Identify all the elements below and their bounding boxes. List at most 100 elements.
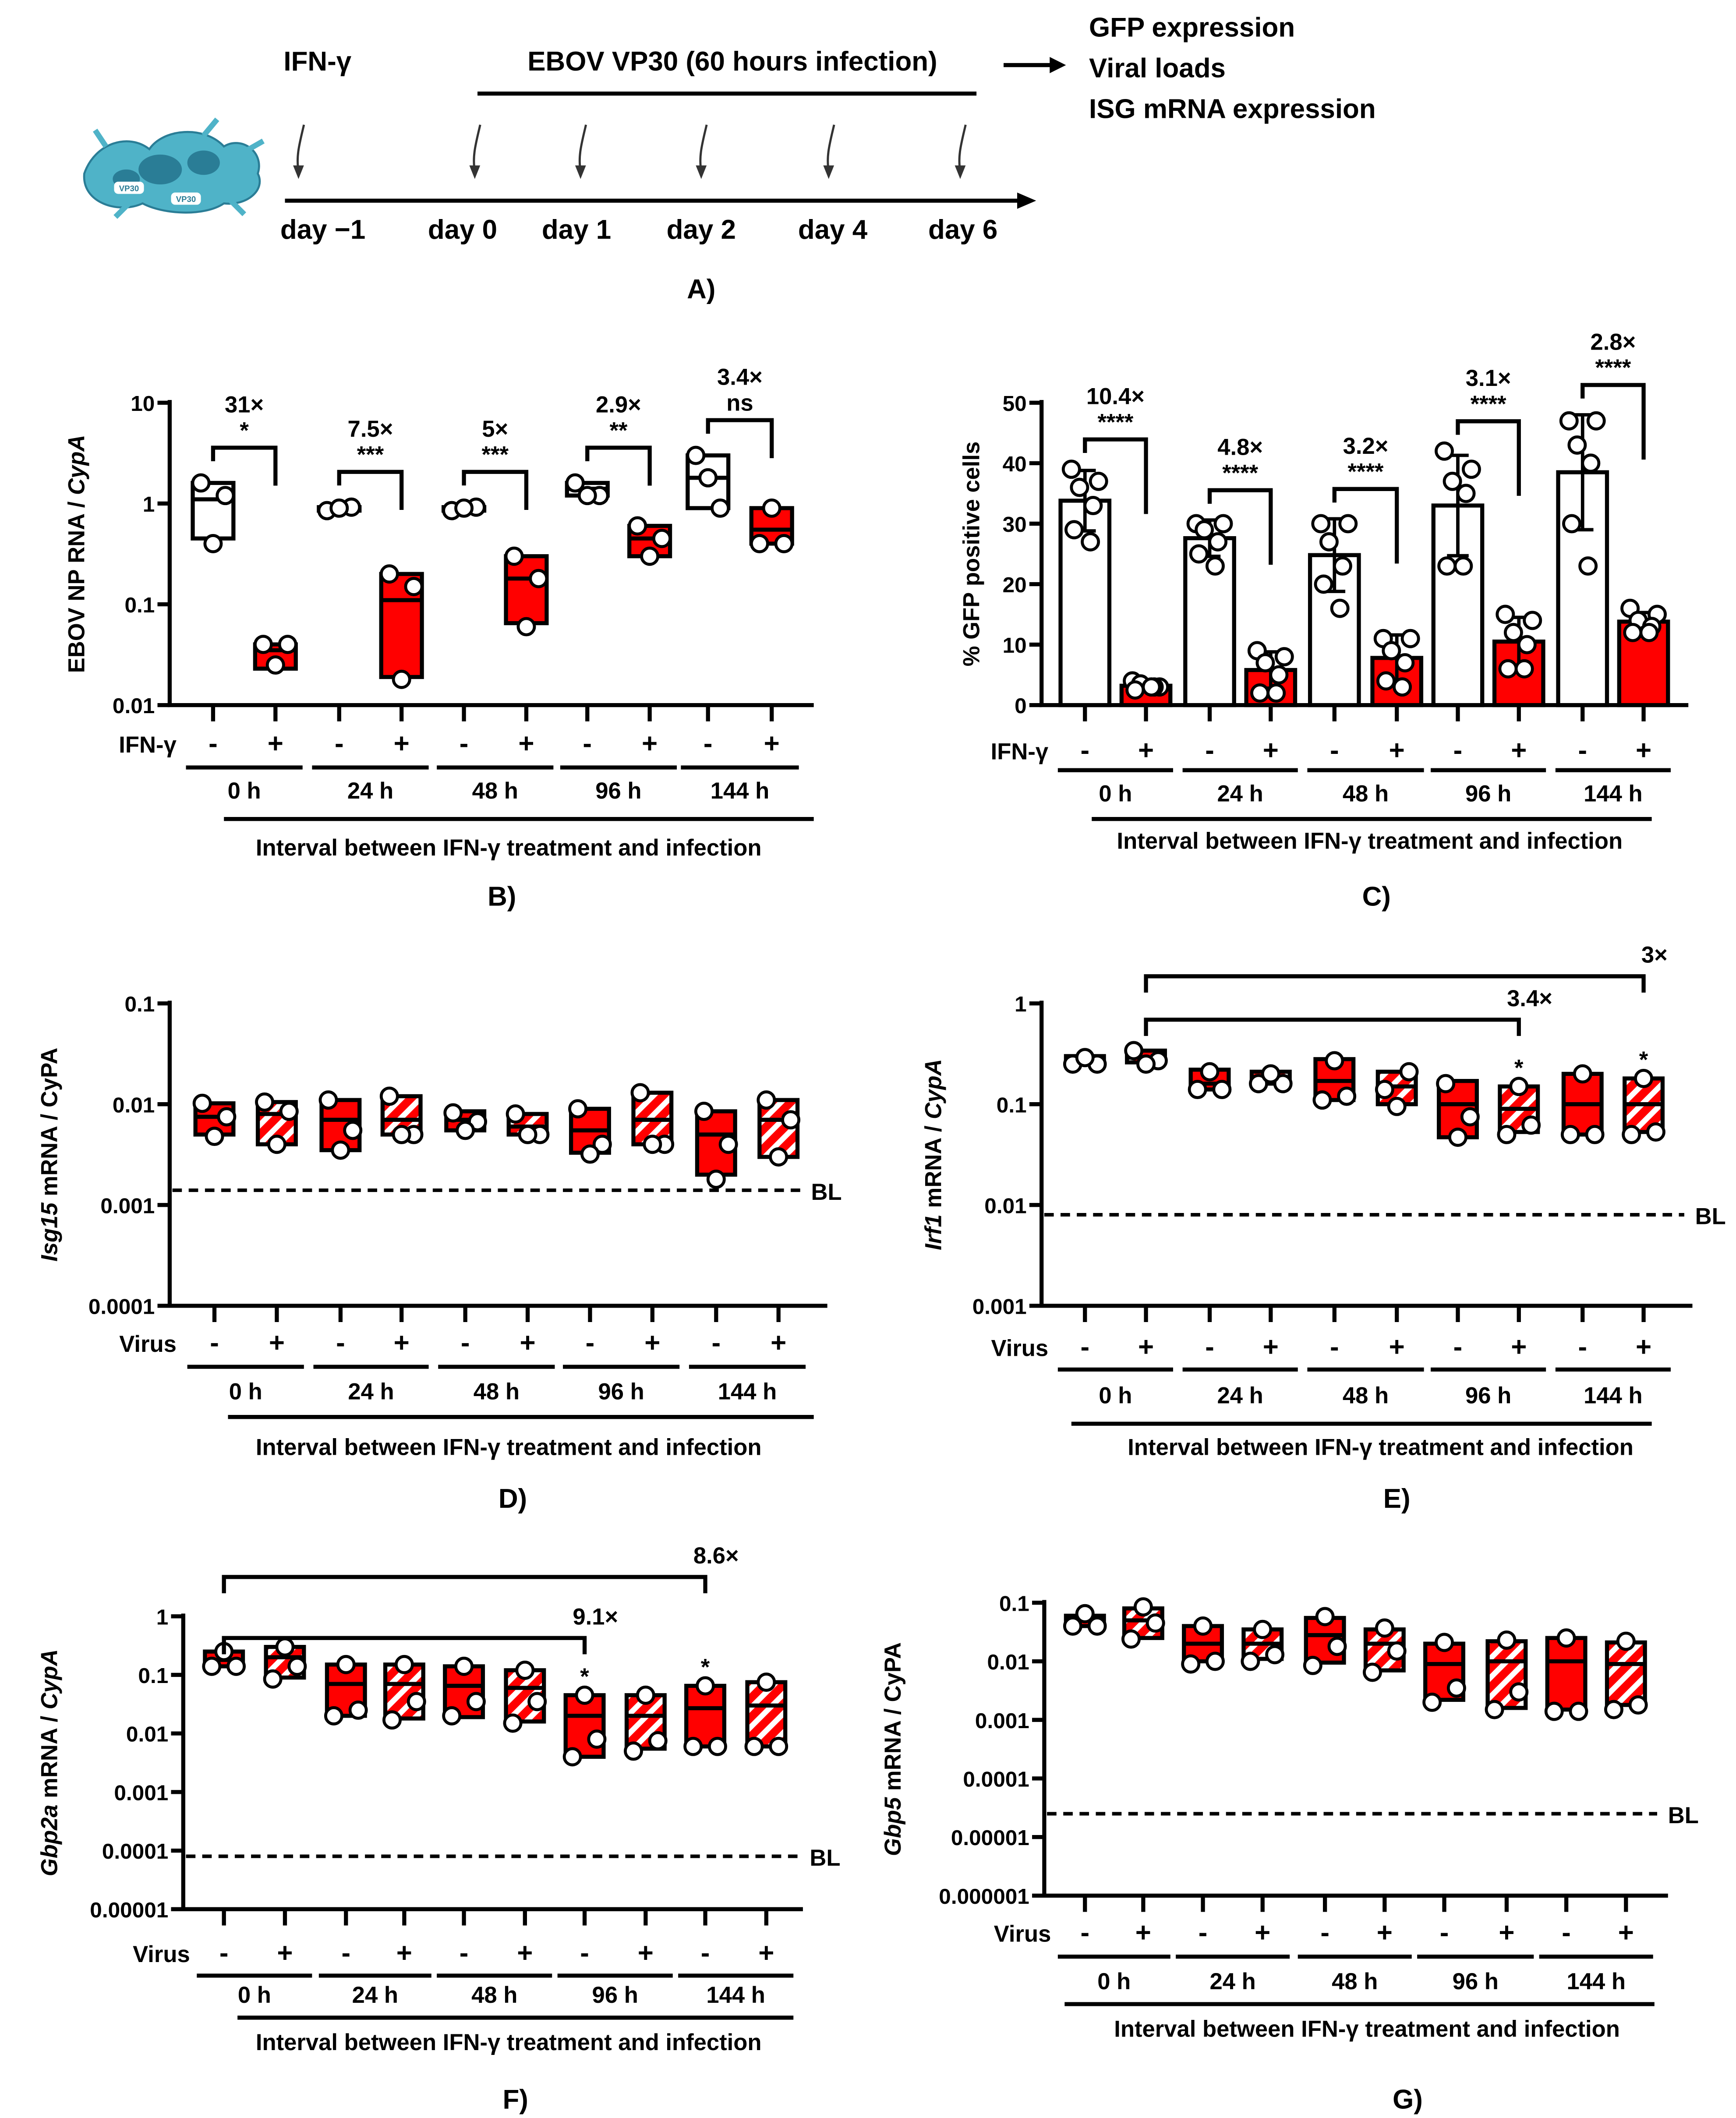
data-point (1330, 598, 1350, 618)
bar-144h-plus (749, 498, 794, 553)
data-point (1509, 1682, 1529, 1702)
y-axis-title: Irf1 mRNA / CypA (921, 1059, 947, 1250)
bar-48h-minus (1303, 1607, 1347, 1675)
fold-change-label: 4.8× (1217, 435, 1263, 460)
group-label: 0 h (1097, 1969, 1131, 1994)
data-point (1311, 514, 1331, 534)
data-point (1337, 1086, 1357, 1106)
y-tick-label: 0 (1015, 694, 1027, 718)
data-point (1255, 653, 1275, 672)
range-box (684, 1683, 727, 1749)
bar-0h-minus (192, 1093, 237, 1146)
significance-stars: *** (357, 442, 384, 468)
data-point (1274, 647, 1294, 667)
group-label: 48 h (474, 1379, 520, 1404)
significance-stars: * (701, 1655, 710, 1680)
data-point (1070, 477, 1089, 497)
panel-label: E) (1383, 1484, 1411, 1514)
condition-sign: - (1578, 1332, 1587, 1362)
group-label: 96 h (598, 1379, 644, 1404)
y-tick-label: 50 (1003, 392, 1027, 416)
data-point (443, 1103, 463, 1123)
fold-change-label: 2.9× (596, 392, 641, 417)
data-point (1075, 1604, 1095, 1623)
data-point (694, 1101, 714, 1121)
cell-label: VP30 (119, 184, 139, 193)
y-axis-title-part: Gbp5 (880, 1797, 906, 1856)
fold-change-label: 3.2× (1343, 433, 1389, 459)
data-point (1387, 1096, 1407, 1116)
data-point (562, 1747, 582, 1767)
data-point (698, 468, 718, 488)
day-label: day 2 (667, 215, 736, 245)
group-label: 48 h (471, 1982, 517, 2008)
data-point (203, 534, 223, 553)
group-label: 144 h (711, 778, 770, 804)
y-tick-label: 0.1 (999, 1591, 1029, 1616)
condition-sign: + (771, 1328, 786, 1358)
data-point (1436, 1074, 1456, 1093)
significance-bracket: ****3.1× (1456, 365, 1521, 496)
data-point (1382, 641, 1401, 661)
data-point (1121, 1629, 1141, 1649)
y-tick-label: 0.001 (100, 1194, 155, 1218)
fold-change-label: 10.4× (1086, 384, 1145, 410)
arrow-right-icon (1004, 57, 1066, 74)
data-point (1460, 1107, 1480, 1127)
y-tick-label: 0.0001 (88, 1294, 155, 1319)
data-point (202, 1656, 222, 1676)
y-tick-label: 0.1 (138, 1664, 168, 1688)
data-point (1303, 1655, 1322, 1675)
data-point (1399, 1062, 1419, 1082)
x-axis-title: Interval between IFN-γ treatment and inf… (1128, 1434, 1633, 1460)
condition-sign: - (580, 1938, 589, 1968)
bar-48h-plus (1363, 1618, 1407, 1682)
group-label: 0 h (1099, 781, 1132, 806)
treatment-label: IFN-γ (283, 46, 351, 77)
data-point (1443, 471, 1462, 491)
fold-change-label: 31× (225, 392, 264, 417)
fold-change-label: 3.4× (1507, 986, 1552, 1011)
data-point (636, 1685, 655, 1705)
data-point (1496, 605, 1515, 624)
data-point (565, 473, 585, 493)
data-point (529, 569, 548, 588)
data-point (1181, 1654, 1201, 1674)
condition-sign: - (1080, 735, 1089, 765)
condition-sign: + (1389, 1332, 1405, 1362)
arrow-down-icon (575, 124, 587, 179)
data-point (404, 577, 424, 596)
row-label: Virus (133, 1941, 190, 1967)
data-point (205, 1127, 224, 1146)
y-tick-label: 1 (143, 492, 155, 516)
condition-sign: + (394, 1328, 410, 1358)
condition-sign: - (1199, 1918, 1208, 1948)
data-point (757, 1672, 776, 1692)
data-point (696, 1676, 715, 1696)
arrow-down-icon (955, 124, 967, 179)
bar-144h-plus (757, 1090, 801, 1167)
y-axis-title-part: Isg15 (36, 1202, 62, 1262)
condition-sign: + (1389, 735, 1405, 765)
data-point (1523, 611, 1542, 630)
data-point (456, 1121, 475, 1140)
data-point (630, 1083, 650, 1103)
day-label: day 0 (428, 215, 497, 245)
data-point (1333, 556, 1352, 576)
data-point (217, 1107, 237, 1127)
group-label: 48 h (472, 778, 518, 804)
group-label: 0 h (228, 778, 261, 804)
condition-sign: + (1499, 1918, 1514, 1948)
bar-96h-minus (1431, 441, 1485, 707)
y-tick-label: 0.1 (124, 593, 155, 617)
group-label: 96 h (1465, 781, 1511, 806)
x-axis-title: Interval between IFN-γ treatment and inf… (1117, 828, 1623, 854)
significance-bracket: ****10.4× (1083, 384, 1148, 514)
data-point (1075, 1048, 1095, 1068)
data-point (1578, 556, 1598, 576)
data-point (1319, 532, 1339, 552)
data-point (1569, 1701, 1588, 1721)
bar-144h-plus (1622, 1068, 1665, 1144)
day-label: day 4 (798, 215, 868, 245)
data-point (1498, 659, 1518, 679)
